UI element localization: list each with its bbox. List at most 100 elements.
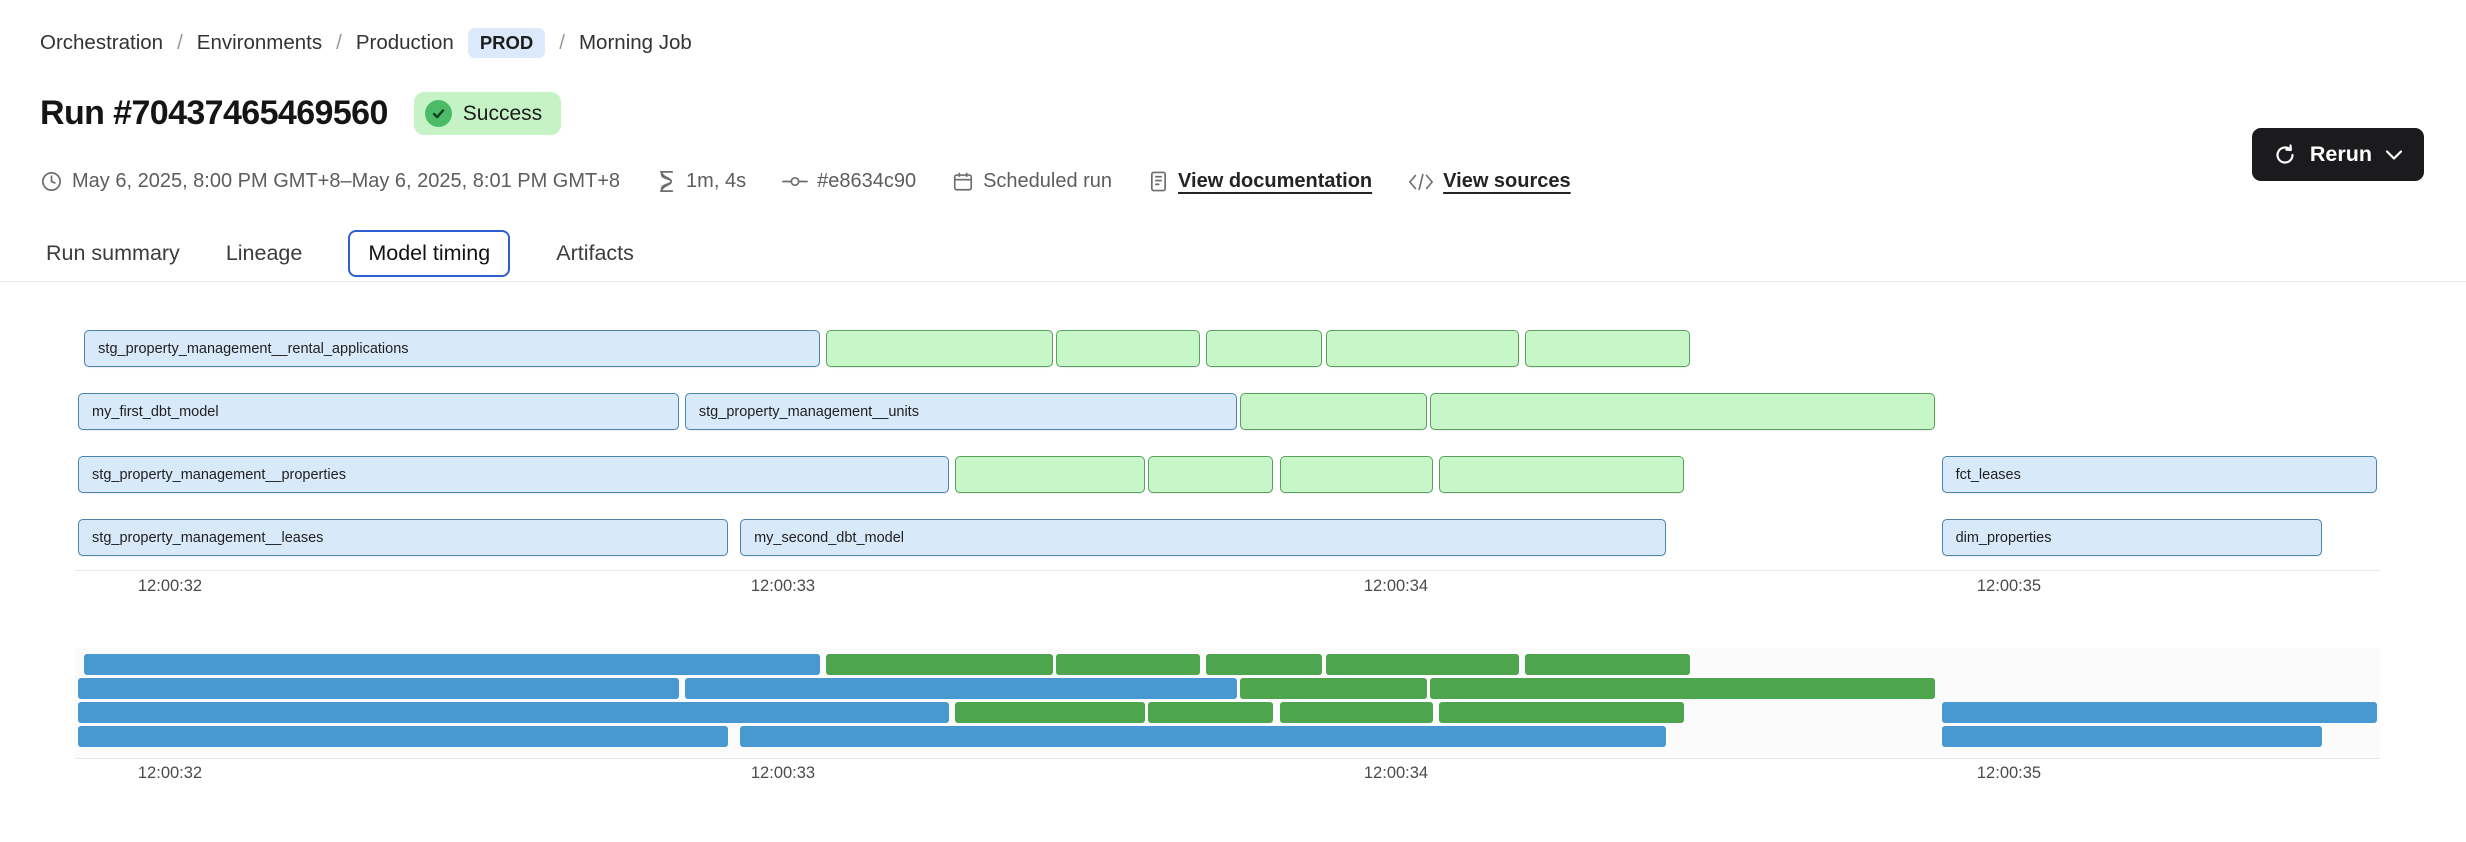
gantt-bar[interactable]: my_first_dbt_model: [78, 393, 679, 430]
minimap-bar[interactable]: [84, 654, 820, 675]
axis-tick-label: 12:00:34: [1363, 577, 1429, 595]
environment-badge: PROD: [467, 28, 546, 58]
chevron-down-icon: [2385, 149, 2403, 160]
gantt-bar-label: stg_property_management__properties: [92, 466, 346, 483]
gantt-bar[interactable]: [1239, 393, 1427, 430]
gantt-bar-label: my_first_dbt_model: [92, 403, 219, 420]
gantt-bar[interactable]: [954, 456, 1145, 493]
gantt-bar-label: dim_properties: [1955, 529, 2052, 546]
minimap-bar[interactable]: [1524, 654, 1691, 675]
tab-bar: Run summary Lineage Model timing Artifac…: [46, 230, 634, 277]
breadcrumb: Orchestration / Environments / Productio…: [40, 28, 692, 58]
minimap-bar[interactable]: [1438, 702, 1685, 723]
minimap-bar[interactable]: [1325, 654, 1519, 675]
minimap-bar[interactable]: [1147, 702, 1274, 723]
sources-item: View sources: [1408, 170, 1571, 193]
gantt-bar-label: stg_property_management__leases: [92, 529, 324, 546]
tab-artifacts[interactable]: Artifacts: [556, 241, 634, 265]
gantt-axis-line: [75, 570, 2380, 571]
minimap-bar[interactable]: [954, 702, 1145, 723]
breadcrumb-orchestration[interactable]: Orchestration: [40, 31, 164, 54]
gantt-bar[interactable]: [1325, 330, 1519, 367]
refresh-icon: [2276, 143, 2294, 164]
gantt-bar[interactable]: [1524, 330, 1691, 367]
axis-tick-label: 12:00:35: [1976, 577, 2042, 595]
minimap-bar[interactable]: [1239, 678, 1427, 699]
gantt-bar[interactable]: [1147, 456, 1274, 493]
gantt-bar[interactable]: stg_property_management__units: [684, 393, 1237, 430]
hourglass-icon: [659, 171, 674, 192]
duration-label: 1m, 4s: [686, 170, 747, 192]
gantt-bar-label: stg_property_management__units: [698, 403, 919, 420]
minimap-bar[interactable]: [684, 678, 1237, 699]
time-range-item: May 6, 2025, 8:00 PM GMT+8–May 6, 2025, …: [40, 170, 620, 193]
commit-item: #e8634c90: [782, 170, 916, 193]
documentation-item: View documentation: [1148, 170, 1372, 193]
gantt-bar[interactable]: [1205, 330, 1323, 367]
gantt-bar-label: stg_property_management__rental_applicat…: [98, 340, 409, 357]
gantt-bar[interactable]: my_second_dbt_model: [740, 519, 1666, 556]
success-check-icon: [424, 100, 452, 127]
minimap-tick-label: 12:00:32: [137, 764, 203, 782]
minimap-bar[interactable]: [1941, 702, 2377, 723]
gantt-bar[interactable]: stg_property_management__rental_applicat…: [84, 330, 820, 367]
tabs-divider: [0, 281, 2466, 282]
minimap-tick-label: 12:00:33: [750, 764, 816, 782]
gantt-bar[interactable]: [1429, 393, 1936, 430]
minimap-tick-label: 12:00:34: [1363, 764, 1429, 782]
axis-tick-label: 12:00:33: [750, 577, 816, 595]
tab-run-summary[interactable]: Run summary: [46, 241, 180, 265]
duration-item: 1m, 4s: [656, 170, 746, 193]
status-badge-label: Success: [462, 101, 543, 125]
clock-icon: [42, 172, 61, 191]
trigger-item: Scheduled run: [952, 170, 1112, 193]
gantt-bar-label: fct_leases: [1955, 466, 2021, 483]
tab-lineage[interactable]: Lineage: [225, 241, 303, 265]
gantt-bar-label: my_second_dbt_model: [754, 529, 905, 546]
rerun-button-label: Rerun: [2309, 142, 2372, 166]
rerun-button[interactable]: Rerun: [2251, 128, 2424, 181]
breadcrumb-separator: /: [336, 31, 342, 54]
minimap-bar[interactable]: [825, 654, 1053, 675]
gantt-bar[interactable]: [825, 330, 1053, 367]
commit-label: #e8634c90: [817, 170, 917, 192]
tab-model-timing[interactable]: Model timing: [348, 230, 511, 277]
trigger-label: Scheduled run: [983, 170, 1113, 192]
minimap-bar[interactable]: [740, 726, 1666, 747]
view-sources-link[interactable]: View sources: [1443, 170, 1571, 192]
gantt-bar[interactable]: stg_property_management__leases: [78, 519, 728, 556]
axis-tick-label: 12:00:32: [137, 577, 203, 595]
minimap-bar[interactable]: [1941, 726, 2322, 747]
status-badge: Success: [413, 92, 562, 135]
breadcrumb-environments[interactable]: Environments: [196, 31, 323, 54]
minimap-bar[interactable]: [1279, 702, 1433, 723]
gantt-bar[interactable]: [1055, 330, 1200, 367]
breadcrumb-separator: /: [559, 31, 565, 54]
minimap-tick-label: 12:00:35: [1976, 764, 2042, 782]
minimap-bar[interactable]: [78, 726, 728, 747]
gantt-bar[interactable]: [1438, 456, 1685, 493]
calendar-icon: [953, 172, 973, 191]
time-range-label: May 6, 2025, 8:00 PM GMT+8–May 6, 2025, …: [72, 170, 621, 192]
gantt-bar[interactable]: fct_leases: [1941, 456, 2377, 493]
breadcrumb-morning-job[interactable]: Morning Job: [578, 31, 692, 54]
minimap-bar[interactable]: [78, 678, 679, 699]
minimap-bar[interactable]: [78, 702, 949, 723]
gantt-bar[interactable]: stg_property_management__properties: [78, 456, 949, 493]
minimap-bar[interactable]: [1055, 654, 1200, 675]
view-documentation-link[interactable]: View documentation: [1178, 170, 1373, 192]
gantt-bar[interactable]: dim_properties: [1941, 519, 2322, 556]
gantt-bar[interactable]: [1279, 456, 1433, 493]
document-icon: [1151, 171, 1167, 192]
run-metadata: May 6, 2025, 8:00 PM GMT+8–May 6, 2025, …: [40, 170, 1571, 193]
minimap-bar[interactable]: [1205, 654, 1323, 675]
breadcrumb-separator: /: [177, 31, 183, 54]
minimap-bar[interactable]: [1429, 678, 1936, 699]
breadcrumb-production[interactable]: Production: [355, 31, 454, 54]
git-commit-icon: [782, 176, 808, 187]
code-icon: [1409, 173, 1434, 190]
page-title: Run #70437465469560: [40, 94, 388, 132]
title-row: Run #70437465469560 Success: [40, 92, 562, 135]
